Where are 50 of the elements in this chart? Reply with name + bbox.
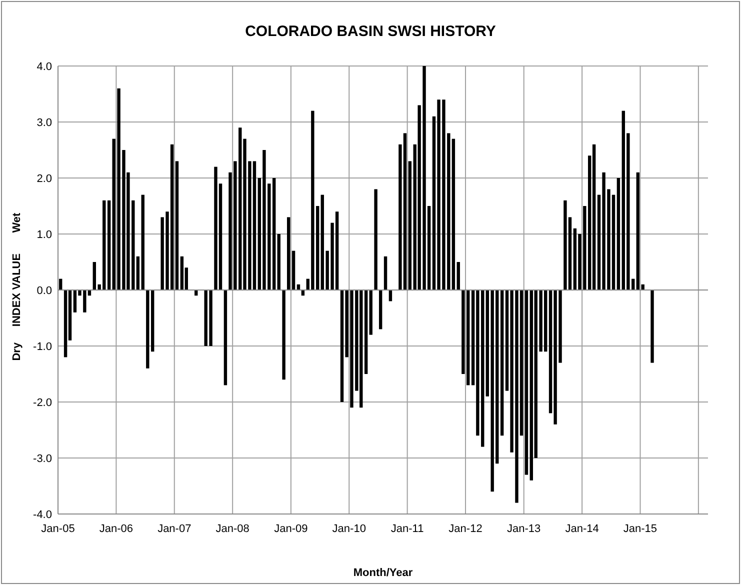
bar — [141, 194, 144, 290]
y-tick-label: -4.0 — [33, 508, 52, 521]
bar — [364, 290, 368, 374]
y-tick-label: 4.0 — [36, 60, 52, 73]
bar — [456, 262, 460, 290]
bar — [384, 256, 388, 290]
x-tick-label: Jan-09 — [274, 523, 308, 535]
bar — [592, 144, 596, 290]
bar — [146, 290, 150, 368]
bar — [64, 290, 68, 358]
bar — [292, 250, 296, 290]
x-axis-title: Month/Year — [353, 567, 414, 579]
bar — [180, 256, 184, 290]
y-tick-label: -3.0 — [33, 452, 52, 465]
bar — [277, 234, 280, 290]
bar — [369, 290, 372, 335]
bar — [374, 189, 378, 290]
bar — [378, 290, 382, 330]
text: Dry — [11, 342, 23, 361]
x-tick-label: Jan-08 — [216, 523, 250, 535]
x-tick-label: Jan-11 — [390, 523, 424, 535]
chart-title: COLORADO BASIN SWSI HISTORY — [245, 23, 496, 40]
x-tick-label: Jan-10 — [332, 523, 366, 535]
y-tick-label: 1.0 — [36, 228, 52, 241]
bar — [650, 290, 654, 363]
bar — [524, 290, 528, 475]
x-tick-label: Jan-13 — [507, 523, 541, 535]
text: Wet — [11, 212, 23, 233]
x-tick-label: Jan-06 — [99, 523, 134, 535]
bar — [500, 290, 504, 436]
bar — [150, 290, 154, 352]
x-tick-label: Jan-05 — [41, 523, 75, 535]
y-axis-title: INDEX VALUE — [11, 253, 23, 327]
bar — [408, 161, 412, 290]
x-tick-label: Jan-14 — [565, 523, 599, 535]
bar — [136, 256, 140, 290]
bar — [175, 161, 179, 290]
x-tick-label: Jan-15 — [623, 523, 658, 535]
x-tick-label: Jan-12 — [448, 523, 482, 535]
x-tick-label: Jan-07 — [158, 523, 192, 535]
y-tick-label: 3.0 — [36, 116, 52, 129]
bar — [286, 217, 290, 290]
y-tick-label: -1.0 — [33, 340, 52, 353]
bar — [272, 178, 276, 290]
bar — [282, 290, 286, 380]
y-tick-label: 0.0 — [36, 284, 52, 297]
bar — [224, 290, 228, 386]
y-tick-label: 2.0 — [36, 172, 52, 185]
y-tick-label: -2.0 — [33, 396, 52, 409]
bar — [616, 178, 620, 290]
